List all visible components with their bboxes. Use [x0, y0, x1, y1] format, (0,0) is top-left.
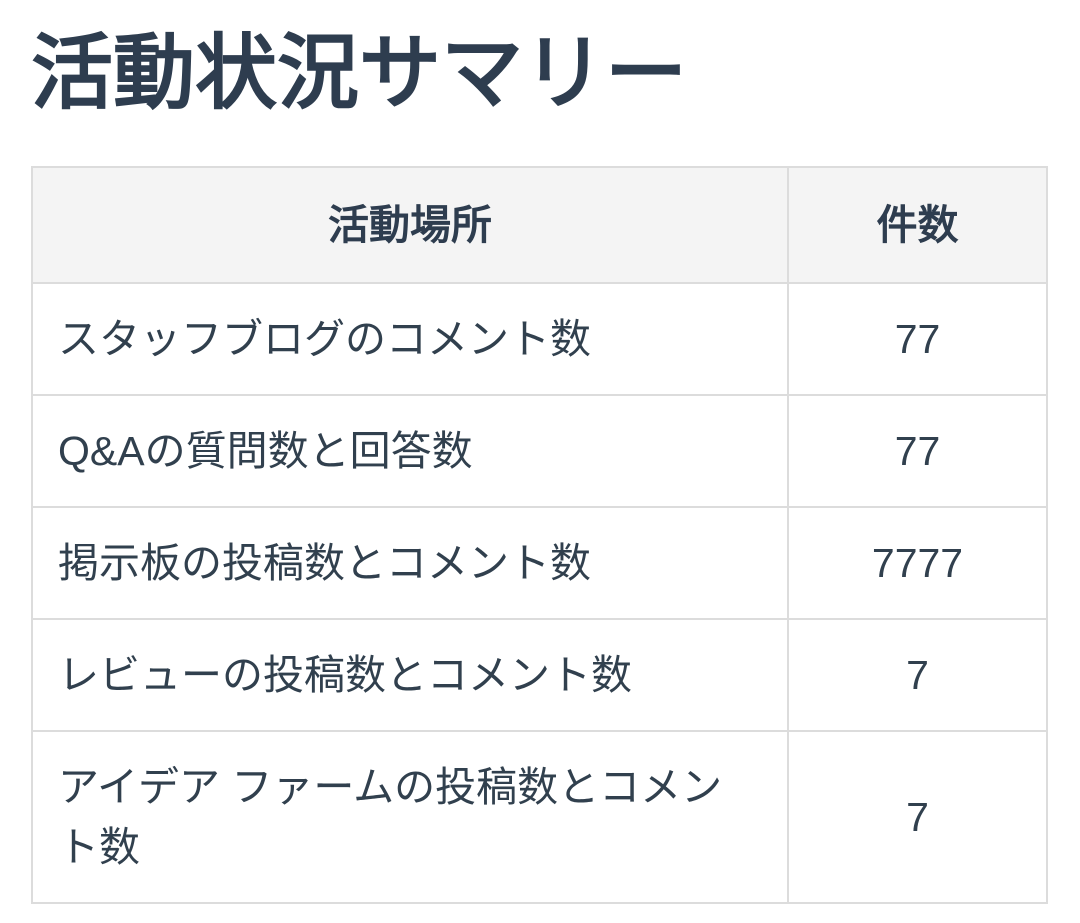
column-header-activity-place: 活動場所: [31, 166, 789, 285]
count-cell: 77: [787, 282, 1048, 397]
table-row: アイデア ファームの投稿数とコメント数 7: [31, 730, 1048, 905]
activity-summary-section: 活動状況サマリー 活動場所 件数 スタッフブログのコメント数 77 Q&Aの質問…: [0, 26, 1080, 905]
table-row: Q&Aの質問数と回答数 77: [31, 394, 1048, 509]
count-cell: 7777: [787, 506, 1048, 621]
column-header-count: 件数: [787, 166, 1048, 285]
activity-place-cell: 掲示板の投稿数とコメント数: [31, 506, 789, 621]
activity-place-cell: アイデア ファームの投稿数とコメント数: [31, 730, 789, 905]
table-header-row: 活動場所 件数: [31, 166, 1048, 285]
table-row: 掲示板の投稿数とコメント数 7777: [31, 506, 1048, 621]
activity-place-cell: スタッフブログのコメント数: [31, 282, 789, 397]
activity-place-cell: Q&Aの質問数と回答数: [31, 394, 789, 509]
table-row: スタッフブログのコメント数 77: [31, 282, 1048, 397]
activity-summary-table: 活動場所 件数 スタッフブログのコメント数 77 Q&Aの質問数と回答数 77 …: [31, 166, 1048, 905]
table-row: レビューの投稿数とコメント数 7: [31, 618, 1048, 733]
count-cell: 7: [787, 730, 1048, 905]
page-title: 活動状況サマリー: [31, 28, 688, 119]
activity-place-cell: レビューの投稿数とコメント数: [31, 618, 789, 733]
count-cell: 77: [787, 394, 1048, 509]
count-cell: 7: [787, 618, 1048, 733]
